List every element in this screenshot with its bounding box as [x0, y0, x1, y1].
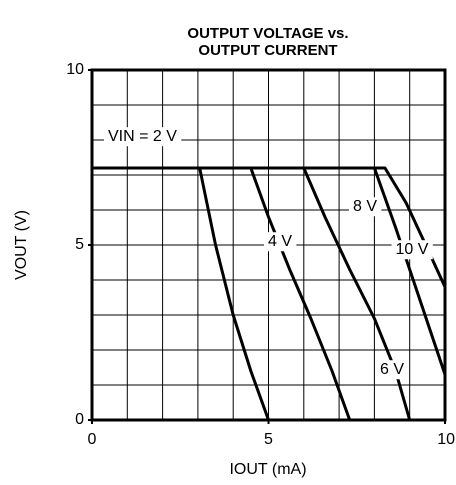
y-tick-label: 10	[66, 61, 84, 78]
series-label: 10 V	[396, 241, 429, 258]
y-axis-label: VOUT (V)	[13, 210, 30, 280]
x-axis-label: IOUT (mA)	[229, 461, 306, 478]
series-label: 4 V	[268, 233, 292, 250]
x-tick-label: 0	[88, 431, 97, 448]
series-line	[92, 166, 447, 288]
x-tick-label: 5	[264, 431, 273, 448]
series-line	[92, 166, 352, 421]
series-label: 6 V	[380, 361, 404, 378]
y-tick-label: 5	[75, 236, 84, 253]
label-background	[348, 197, 382, 217]
chart-subtitle: OUTPUT CURRENT	[198, 42, 337, 59]
label-background	[375, 360, 409, 380]
series-label: 8 V	[353, 198, 377, 215]
series-line	[92, 166, 270, 421]
label-background	[391, 240, 433, 260]
series-label: VIN = 2 V	[108, 128, 177, 145]
y-tick-label: 0	[75, 411, 84, 428]
label-background	[263, 232, 297, 252]
x-tick-label: 10	[437, 431, 455, 448]
chart-title: OUTPUT VOLTAGE vs.	[187, 25, 348, 42]
label-background	[104, 127, 182, 147]
